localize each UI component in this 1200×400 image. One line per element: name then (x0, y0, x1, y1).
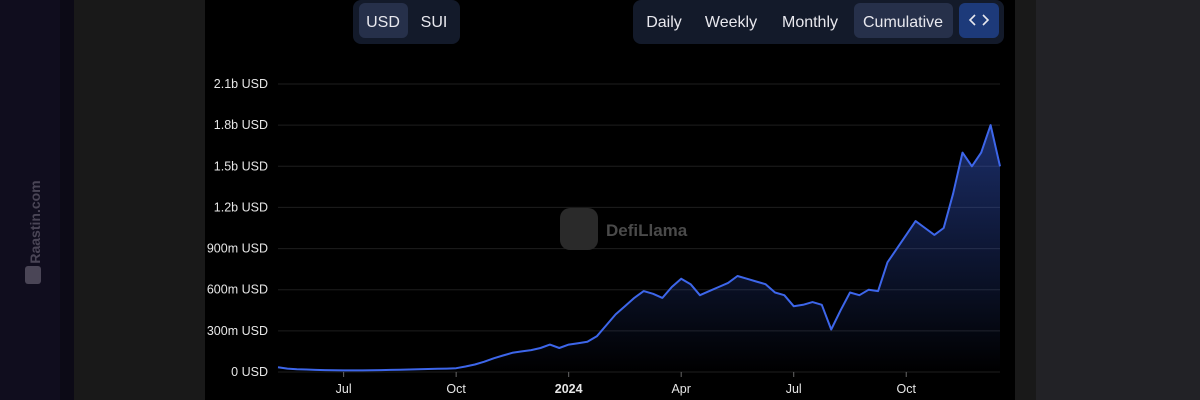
y-tick-label: 1.8b USD (214, 118, 268, 132)
period-button[interactable]: Monthly (782, 14, 838, 31)
line (277, 124, 1001, 372)
period-button[interactable]: Weekly (705, 14, 757, 31)
embed-icon (968, 14, 990, 26)
embed-button[interactable] (959, 3, 999, 38)
watermark-logo (560, 208, 598, 250)
y-tick-label: 1.5b USD (214, 159, 268, 173)
y-tick-label: 2.1b USD (214, 77, 268, 91)
side-watermark: Raastin.com (27, 180, 43, 263)
sidebar (0, 0, 60, 400)
area-fill (278, 125, 1000, 372)
y-tick-label: 300m USD (207, 324, 268, 338)
x-tick-label: 2024 (555, 382, 583, 396)
currency-button[interactable]: USD (366, 14, 400, 31)
period-button[interactable]: Cumulative (863, 14, 943, 31)
y-tick-label: 0 USD (231, 365, 268, 379)
x-tick-label: Jul (786, 382, 802, 396)
currency-active (359, 3, 408, 38)
watermark: DefiLlama (606, 221, 688, 240)
currency-button[interactable]: SUI (421, 14, 448, 31)
x-tick-label: Jul (336, 382, 352, 396)
y-tick-label: 600m USD (207, 283, 268, 297)
sidebar-edge (60, 0, 74, 400)
x-tick-label: Apr (671, 382, 690, 396)
y-tick-label: 900m USD (207, 242, 268, 256)
x-tick-label: Oct (446, 382, 466, 396)
side-logo (25, 266, 41, 284)
x-tick-label: Oct (897, 382, 917, 396)
period-button[interactable]: Daily (646, 14, 682, 31)
period-active (854, 3, 953, 38)
y-tick-label: 1.2b USD (214, 200, 268, 214)
watermark-group: DefiLlama (560, 208, 688, 250)
